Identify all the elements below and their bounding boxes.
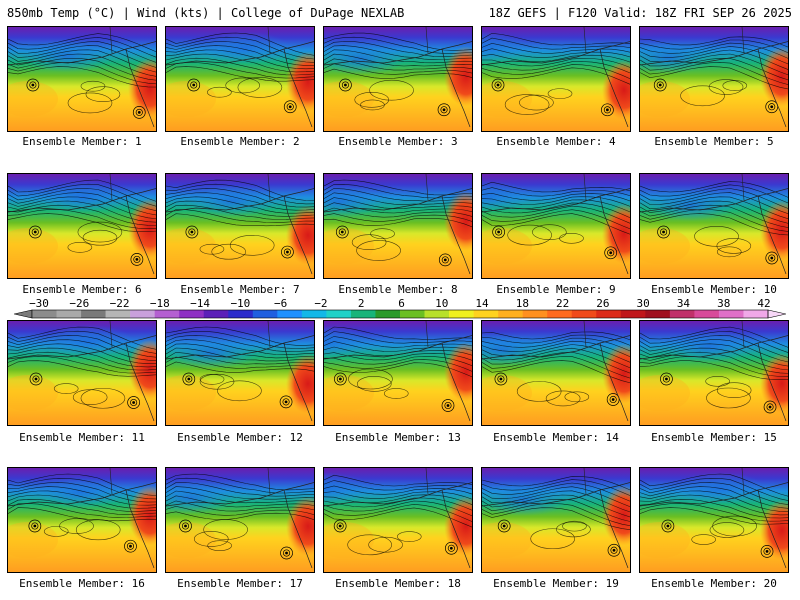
- ensemble-member-map: [165, 26, 315, 132]
- colorbar-tick-label: 38: [717, 297, 731, 310]
- colorbar-segment: [498, 310, 523, 318]
- ensemble-member-map: [7, 173, 157, 279]
- ensemble-member-label: Ensemble Member: 7: [180, 283, 300, 296]
- ensemble-member-map: [639, 26, 789, 132]
- colorbar-tick-label: 22: [555, 297, 570, 310]
- ensemble-member-label: Ensemble Member: 6: [22, 283, 142, 296]
- colorbar-segment: [620, 310, 646, 318]
- ensemble-member-map: [7, 320, 157, 426]
- ensemble-member-label: Ensemble Member: 17: [177, 577, 303, 590]
- run-info: 18Z GEFS | F120 Valid: 18Z FRI SEP 26 20…: [488, 6, 792, 20]
- ensemble-member-label: Ensemble Member: 20: [651, 577, 777, 590]
- colorbar-tick-label: −14: [190, 297, 211, 310]
- colorbar-tick-label: −22: [109, 297, 130, 310]
- ensemble-member-label: Ensemble Member: 12: [177, 431, 303, 444]
- map-title: 850mb Temp (°C) | Wind (kts) | College o…: [7, 6, 405, 20]
- colorbar-tick-label: −26: [69, 297, 90, 310]
- colorbar-segment: [375, 310, 401, 318]
- colorbar-segment: [105, 310, 131, 318]
- colorbar-segment: [32, 310, 57, 318]
- colorbar-tick-label: 30: [636, 297, 650, 310]
- ensemble-member-map: [165, 320, 315, 426]
- colorbar-segment: [743, 310, 769, 318]
- ensemble-member-map: [165, 467, 315, 573]
- colorbar-segment: [179, 310, 205, 318]
- colorbar-segment: [154, 310, 180, 318]
- ensemble-member-map: [323, 320, 473, 426]
- colorbar-tick-label: 6: [398, 297, 405, 310]
- ensemble-member-map: [639, 320, 789, 426]
- ensemble-member-map: [323, 173, 473, 279]
- ensemble-member-label: Ensemble Member: 14: [493, 431, 619, 444]
- ensemble-member-label: Ensemble Member: 15: [651, 431, 777, 444]
- colorbar-segment: [56, 310, 82, 318]
- colorbar-segment: [277, 310, 303, 318]
- ensemble-member-label: Ensemble Member: 4: [496, 135, 616, 148]
- ensemble-member-map: [639, 173, 789, 279]
- ensemble-member-map: [7, 467, 157, 573]
- colorbar-segment: [522, 310, 548, 318]
- ensemble-member-label: Ensemble Member: 5: [654, 135, 774, 148]
- ensemble-member-label: Ensemble Member: 1: [22, 135, 142, 148]
- colorbar-tick-label: 42: [757, 297, 771, 310]
- colorbar-tick-label: 2: [357, 297, 365, 310]
- ensemble-member-label: Ensemble Member: 11: [19, 431, 145, 444]
- colorbar-tick-label: 14: [475, 297, 489, 310]
- colorbar-segment: [130, 310, 155, 318]
- colorbar-segment: [571, 310, 597, 318]
- colorbar-tick-label: 18: [515, 297, 529, 310]
- colorbar-tick-label: −10: [230, 297, 251, 310]
- colorbar-segment: [81, 310, 106, 318]
- colorbar-segment: [596, 310, 622, 318]
- colorbar-tick-label: −2: [314, 297, 328, 310]
- colorbar-segment: [252, 310, 278, 318]
- ensemble-member-map: [481, 320, 631, 426]
- colorbar-tick-label: 10: [435, 297, 449, 310]
- colorbar-segment: [326, 310, 352, 318]
- ensemble-member-label: Ensemble Member: 9: [496, 283, 616, 296]
- colorbar-segment: [669, 310, 695, 318]
- colorbar-segment: [694, 310, 720, 318]
- colorbar-segment: [424, 310, 450, 318]
- ensemble-member-label: Ensemble Member: 13: [335, 431, 461, 444]
- colorbar-tick-label: −30: [29, 297, 49, 310]
- ensemble-member-map: [7, 26, 157, 132]
- colorbar-segment: [228, 310, 254, 318]
- temperature-colorbar: [14, 309, 786, 319]
- ensemble-member-label: Ensemble Member: 2: [180, 135, 300, 148]
- colorbar-segment: [203, 310, 229, 318]
- ensemble-member-label: Ensemble Member: 18: [335, 577, 461, 590]
- colorbar-segment: [449, 310, 474, 318]
- colorbar-segment: [718, 310, 744, 318]
- colorbar-tick-label: −6: [274, 297, 288, 310]
- colorbar-tick-label: 34: [676, 297, 691, 310]
- ensemble-member-map: [639, 467, 789, 573]
- ensemble-member-label: Ensemble Member: 8: [338, 283, 458, 296]
- ensemble-member-map: [481, 467, 631, 573]
- colorbar-segment: [350, 310, 376, 318]
- ensemble-member-map: [323, 467, 473, 573]
- colorbar-segment: [301, 310, 327, 318]
- ensemble-member-map: [165, 173, 315, 279]
- ensemble-member-label: Ensemble Member: 3: [338, 135, 458, 148]
- ensemble-member-label: Ensemble Member: 19: [493, 577, 619, 590]
- colorbar-segment: [645, 310, 671, 318]
- colorbar-tick-label: 26: [596, 297, 610, 310]
- ensemble-member-label: Ensemble Member: 16: [19, 577, 145, 590]
- ensemble-member-map: [481, 26, 631, 132]
- colorbar-segment: [547, 310, 573, 318]
- ensemble-member-label: Ensemble Member: 10: [651, 283, 777, 296]
- colorbar-labels: −30 −26 −22 −18 −14 −10 −6 −2 2 6 10 14 18 22 26 30 34 38…: [0, 0, 800, 310]
- colorbar-tick-label: −18: [149, 297, 170, 310]
- colorbar-segment: [473, 310, 499, 318]
- colorbar-segment: [400, 310, 425, 318]
- ensemble-member-map: [323, 26, 473, 132]
- ensemble-member-map: [481, 173, 631, 279]
